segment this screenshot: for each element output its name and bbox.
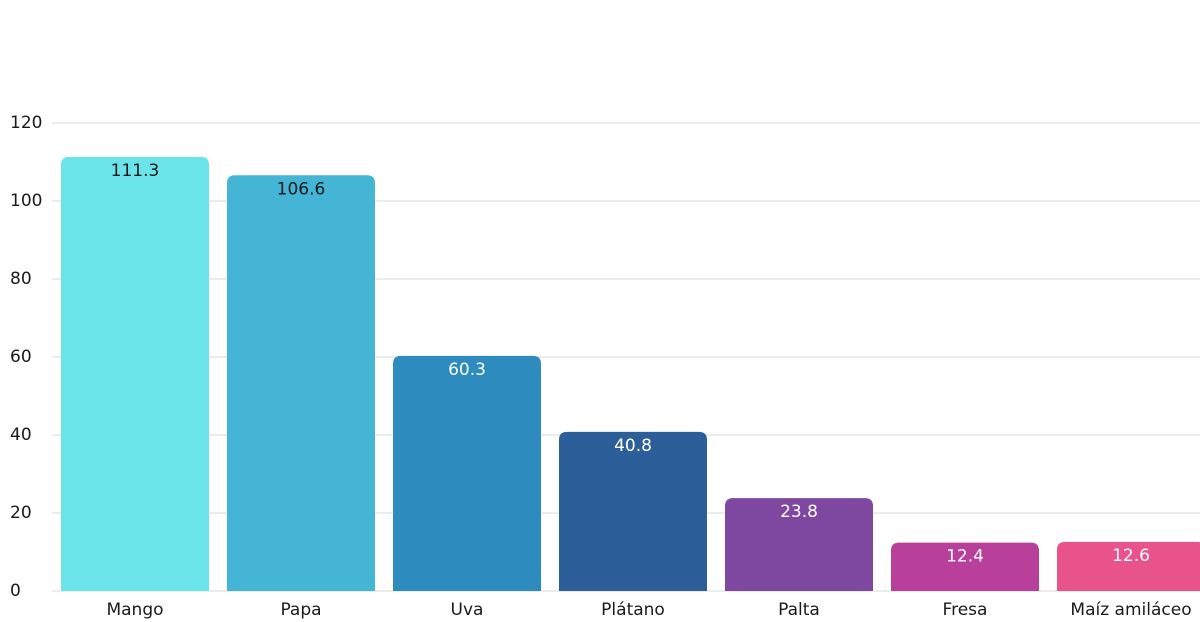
x-tick-label: Mango — [106, 600, 163, 620]
bar — [227, 175, 375, 591]
x-tick-label: Plátano — [601, 600, 665, 620]
bar — [393, 355, 541, 591]
value-label: 12.6 — [1112, 546, 1150, 566]
value-label: 12.4 — [946, 547, 984, 567]
y-tick-label: 120 — [10, 113, 42, 133]
y-tick-label: 100 — [10, 191, 42, 211]
value-label: 106.6 — [277, 179, 326, 199]
x-tick-label: Papa — [280, 600, 321, 620]
value-label: 60.3 — [448, 360, 486, 380]
x-tick-label: Uva — [451, 600, 484, 620]
bar — [61, 156, 209, 591]
x-tick-label: Fresa — [943, 600, 988, 620]
y-tick-label: 80 — [10, 269, 32, 289]
value-label: 23.8 — [780, 502, 818, 522]
bar — [891, 542, 1039, 591]
bar — [725, 498, 873, 591]
bar — [1057, 541, 1200, 591]
bar — [559, 431, 707, 591]
y-tick-label: 0 — [10, 581, 21, 601]
x-tick-label: Maíz amiláceo — [1070, 600, 1191, 620]
value-label: 40.8 — [614, 436, 652, 456]
y-tick-label: 40 — [10, 425, 32, 445]
value-label: 111.3 — [111, 161, 160, 181]
y-tick-label: 60 — [10, 347, 32, 367]
x-tick-label: Palta — [778, 600, 820, 620]
y-tick-label: 20 — [10, 503, 32, 523]
